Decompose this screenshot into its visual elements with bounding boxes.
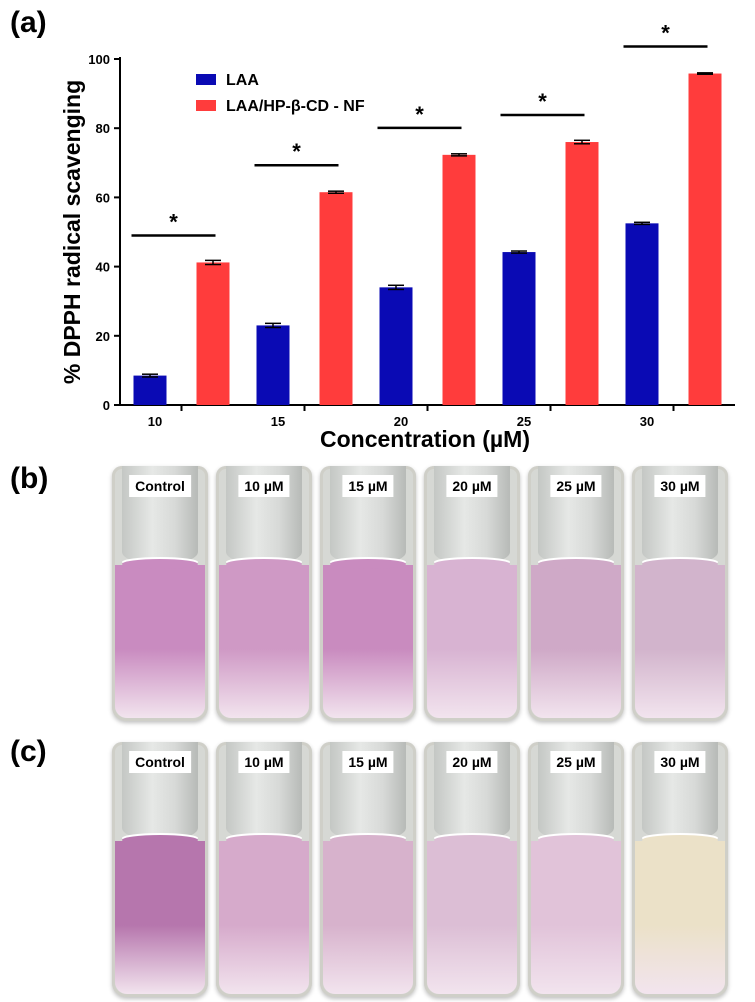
cuvette-solution bbox=[427, 565, 517, 718]
cuvette-label: 15 µM bbox=[342, 475, 394, 497]
cuvette-solution bbox=[115, 841, 205, 994]
cuvette-solution bbox=[531, 841, 621, 994]
y-tick-label: 60 bbox=[96, 190, 110, 205]
cuvette-meniscus bbox=[330, 835, 406, 846]
cuvette-solution bbox=[635, 841, 725, 994]
cuvette-label: 30 µM bbox=[654, 475, 706, 497]
cuvette-photo-b: Control 10 µM 15 µM 20 µM 25 µM 30 µM bbox=[112, 466, 748, 721]
legend-swatch bbox=[196, 74, 216, 85]
cuvette: 15 µM bbox=[320, 742, 416, 997]
panel-label-b: (b) bbox=[10, 462, 49, 495]
cuvette: 20 µM bbox=[424, 742, 520, 997]
cuvette-label: 10 µM bbox=[238, 475, 290, 497]
cuvette: Control bbox=[112, 742, 208, 997]
cuvette-meniscus bbox=[226, 835, 302, 846]
chart-bars bbox=[133, 72, 722, 406]
cuvette: 30 µM bbox=[632, 466, 728, 721]
x-tick-label: 10 bbox=[148, 414, 162, 429]
panel-label-a: (a) bbox=[10, 6, 47, 39]
y-tick-label: 0 bbox=[103, 398, 110, 413]
x-axis-label: Concentration (µM) bbox=[320, 426, 530, 452]
cuvette-photo-c: Control 10 µM 15 µM 20 µM 25 µM 30 µM bbox=[112, 742, 748, 997]
legend-swatch bbox=[196, 100, 216, 111]
y-tick-label: 40 bbox=[96, 260, 110, 275]
panel-label-c: (c) bbox=[10, 735, 47, 768]
cuvette-solution bbox=[323, 841, 413, 994]
bar-laa-nf bbox=[688, 73, 722, 406]
cuvette-label: 20 µM bbox=[446, 751, 498, 773]
cuvette-meniscus bbox=[330, 559, 406, 570]
cuvette-label: 25 µM bbox=[550, 751, 602, 773]
cuvette: 15 µM bbox=[320, 466, 416, 721]
bar-laa-nf bbox=[442, 154, 476, 405]
cuvette: 25 µM bbox=[528, 742, 624, 997]
cuvette-solution bbox=[115, 565, 205, 718]
chart-legend: LAA LAA/HP-β-CD - NF bbox=[196, 72, 365, 115]
cuvette-solution bbox=[427, 841, 517, 994]
cuvette: 30 µM bbox=[632, 742, 728, 997]
cuvette-label: 10 µM bbox=[238, 751, 290, 773]
cuvette-meniscus bbox=[642, 835, 718, 846]
x-tick-label: 15 bbox=[271, 414, 285, 429]
cuvette-meniscus bbox=[642, 559, 718, 570]
bar-laa bbox=[133, 375, 167, 405]
cuvette-solution bbox=[323, 565, 413, 718]
bar-laa bbox=[379, 287, 413, 405]
cuvette-solution bbox=[219, 841, 309, 994]
bar-laa bbox=[625, 223, 659, 405]
cuvette-meniscus bbox=[122, 835, 198, 846]
cuvette-label: Control bbox=[129, 751, 191, 773]
bar-laa bbox=[502, 252, 536, 405]
legend-label: LAA bbox=[226, 72, 259, 89]
cuvette-meniscus bbox=[226, 559, 302, 570]
cuvette: 10 µM bbox=[216, 742, 312, 997]
y-tick-label: 80 bbox=[96, 121, 110, 136]
cuvette-solution bbox=[531, 565, 621, 718]
significance-star: * bbox=[661, 21, 670, 46]
cuvette-meniscus bbox=[538, 835, 614, 846]
bar-laa-nf bbox=[565, 142, 599, 406]
bar-laa-nf bbox=[319, 192, 353, 405]
significance-star: * bbox=[292, 139, 301, 164]
cuvette: 10 µM bbox=[216, 466, 312, 721]
cuvette-solution bbox=[219, 565, 309, 718]
cuvette: Control bbox=[112, 466, 208, 721]
cuvette-meniscus bbox=[434, 835, 510, 846]
chart-annotations: * * * * * bbox=[131, 21, 708, 237]
cuvette: 20 µM bbox=[424, 466, 520, 721]
significance-star: * bbox=[169, 209, 178, 234]
cuvette-solution bbox=[635, 565, 725, 718]
significance-star: * bbox=[415, 102, 424, 127]
x-tick-label: 20 bbox=[394, 414, 408, 429]
significance-star: * bbox=[538, 89, 547, 114]
cuvette-label: 25 µM bbox=[550, 475, 602, 497]
cuvette-label: 15 µM bbox=[342, 751, 394, 773]
cuvette: 25 µM bbox=[528, 466, 624, 721]
legend-label: LAA/HP-β-CD - NF bbox=[226, 98, 365, 115]
cuvette-label: 20 µM bbox=[446, 475, 498, 497]
x-tick-label: 25 bbox=[517, 414, 531, 429]
y-tick-label: 100 bbox=[88, 52, 110, 67]
y-axis-label: % DPPH radical scavenging bbox=[59, 80, 85, 384]
cuvette-meniscus bbox=[122, 559, 198, 570]
cuvette-label: Control bbox=[129, 475, 191, 497]
x-tick-label: 30 bbox=[640, 414, 654, 429]
y-tick-label: 20 bbox=[96, 329, 110, 344]
bar-laa-nf bbox=[196, 262, 230, 405]
cuvette-meniscus bbox=[538, 559, 614, 570]
cuvette-meniscus bbox=[434, 559, 510, 570]
cuvette-label: 30 µM bbox=[654, 751, 706, 773]
bar-laa bbox=[256, 325, 290, 405]
bar-chart: 0 20 40 60 80 100 10 15 20 25 30 * * * * * LAA LAA/HP-β… bbox=[59, 21, 735, 452]
